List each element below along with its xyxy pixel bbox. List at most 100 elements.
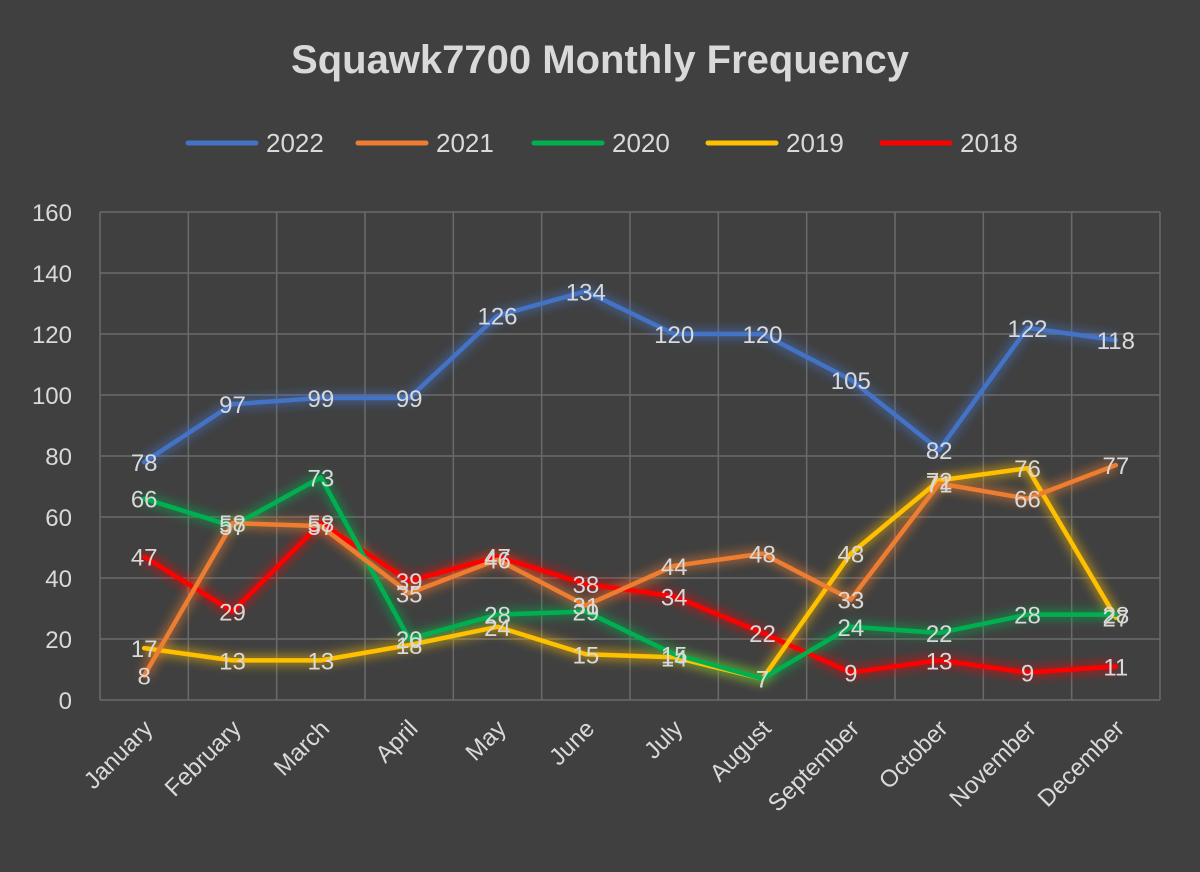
y-tick-label: 160: [32, 200, 72, 227]
legend-label: 2019: [786, 128, 844, 158]
data-label: 57: [307, 514, 334, 541]
data-label: 118: [1097, 328, 1135, 355]
data-label: 11: [1103, 654, 1128, 681]
data-label: 57: [219, 514, 246, 541]
data-label: 47: [131, 545, 158, 572]
data-label: 20: [396, 627, 423, 654]
data-label: 38: [572, 572, 599, 599]
data-label: 9: [844, 661, 857, 688]
data-label: 22: [926, 621, 953, 648]
data-label: 18: [396, 633, 423, 660]
x-tick-label: February: [160, 715, 247, 802]
x-tick-label: August: [705, 715, 777, 787]
data-label: 48: [749, 542, 776, 569]
data-label: 120: [654, 322, 694, 349]
data-label: 134: [566, 279, 606, 306]
legend-label: 2018: [960, 128, 1018, 158]
data-label: 13: [219, 648, 246, 675]
data-label: 7: [756, 667, 769, 694]
data-label: 13: [926, 648, 953, 675]
x-tick-label: May: [461, 715, 512, 766]
x-tick-label: April: [370, 715, 423, 768]
data-label: 82: [926, 438, 953, 465]
data-label: 39: [396, 569, 423, 596]
chart-title: Squawk7700 Monthly Frequency: [291, 38, 910, 82]
y-axis: 0 20 40 60 80 100 120 140 160: [32, 200, 72, 715]
legend-label: 2021: [436, 128, 494, 158]
x-tick-label: October: [874, 715, 953, 794]
data-label: 48: [837, 542, 864, 569]
data-label: 7: [756, 667, 769, 694]
data-label: 126: [477, 304, 517, 331]
data-label: 72: [926, 468, 953, 495]
data-label: 71: [926, 471, 953, 498]
data-label: 29: [572, 600, 599, 627]
y-tick-label: 120: [32, 322, 72, 349]
series-line: [141, 462, 1119, 678]
series-line: [141, 520, 1119, 675]
series-lines: [141, 289, 1119, 681]
y-tick-label: 0: [59, 688, 72, 715]
data-label: 22: [749, 621, 776, 648]
data-label: 97: [219, 392, 246, 419]
data-label: 120: [742, 322, 782, 349]
data-label: 24: [837, 615, 864, 642]
x-tick-label: January: [79, 715, 158, 794]
data-label: 77: [1102, 453, 1129, 480]
data-label: 58: [219, 511, 246, 538]
data-label: 15: [661, 642, 688, 669]
data-label: 27: [1102, 606, 1129, 633]
data-label: 31: [572, 593, 599, 620]
data-label: 99: [307, 386, 334, 413]
legend-label: 2020: [612, 128, 670, 158]
data-label: 15: [572, 642, 599, 669]
x-tick-label: June: [544, 715, 600, 771]
legend: 2022 2021 2020 2019 2018: [185, 128, 1018, 158]
data-label: 99: [396, 386, 423, 413]
data-label: 122: [1007, 316, 1047, 343]
y-tick-label: 20: [45, 627, 72, 654]
data-label: 13: [307, 648, 334, 675]
y-tick-label: 40: [45, 566, 72, 593]
data-label: 105: [831, 368, 871, 395]
data-label: 35: [396, 581, 423, 608]
x-tick-label: November: [944, 715, 1041, 812]
y-tick-label: 60: [45, 505, 72, 532]
data-label: 29: [219, 600, 246, 627]
x-tick-label: March: [269, 715, 335, 781]
data-label: 28: [1102, 603, 1129, 630]
data-label: 17: [131, 636, 158, 663]
y-tick-label: 140: [32, 261, 72, 288]
data-label: 28: [484, 603, 511, 630]
y-tick-label: 100: [32, 383, 72, 410]
x-tick-label: July: [639, 715, 688, 764]
legend-label: 2022: [266, 128, 324, 158]
data-label: 8: [137, 664, 150, 691]
data-label: 34: [661, 584, 688, 611]
data-label: 24: [484, 615, 511, 642]
x-axis: January February March April May June July Augu…: [79, 715, 1130, 817]
data-label: 14: [661, 645, 688, 672]
data-label: 44: [661, 554, 688, 581]
x-tick-label: September: [763, 715, 865, 817]
data-label: 66: [1014, 487, 1041, 514]
gridlines: [99, 211, 1161, 701]
data-label: 76: [1014, 456, 1041, 483]
series-line: [141, 289, 1119, 465]
data-label: 9: [1021, 661, 1034, 688]
data-label: 78: [131, 450, 158, 477]
data-label: 28: [1014, 603, 1041, 630]
data-label: 73: [307, 465, 334, 492]
x-tick-label: December: [1033, 715, 1130, 812]
data-label: 46: [484, 548, 511, 575]
series-line: [141, 465, 1119, 681]
data-label: 33: [837, 587, 864, 614]
data-label: 58: [307, 511, 334, 538]
data-label: 66: [131, 487, 158, 514]
y-tick-label: 80: [45, 444, 72, 471]
series-line: [141, 475, 1119, 681]
data-label: 47: [484, 545, 511, 572]
